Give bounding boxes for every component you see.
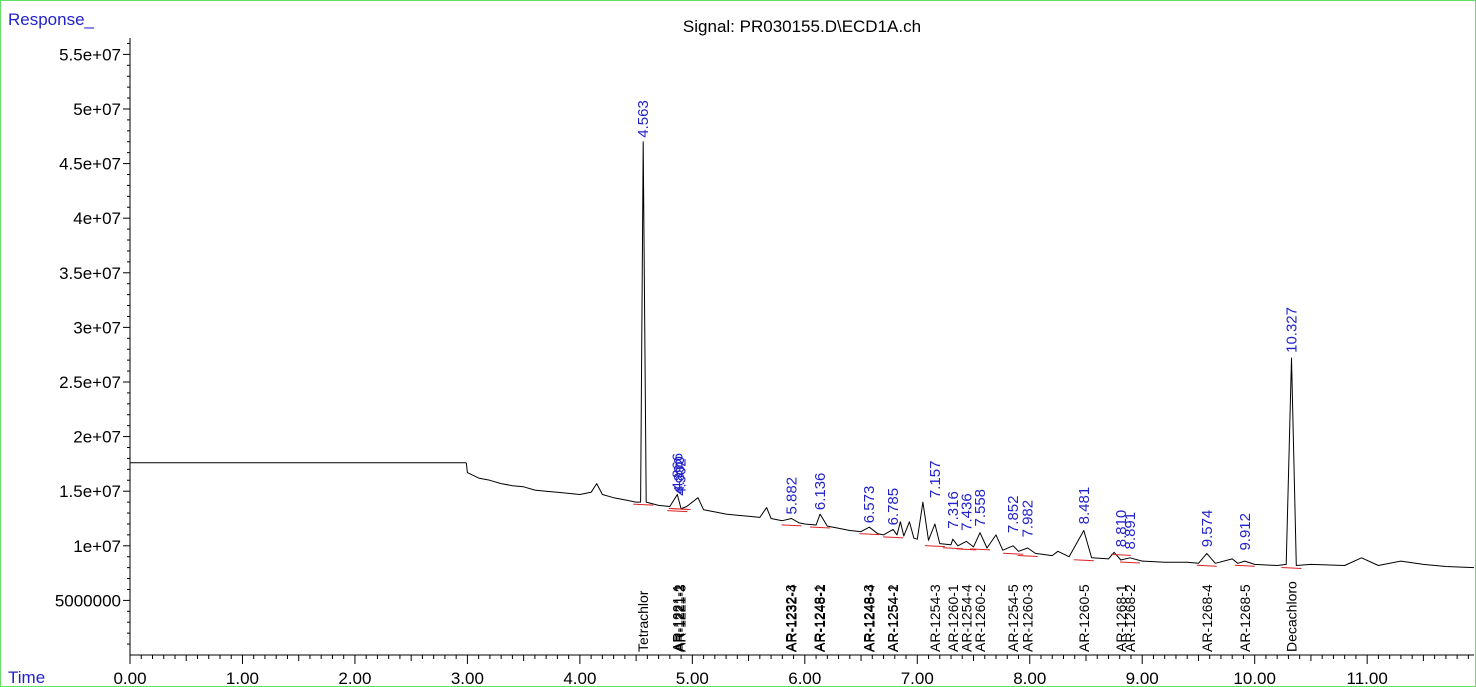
compound-name-label: AR-1232-4 [784, 584, 800, 652]
peak-retention-label: 6.573 [861, 486, 878, 524]
y-tick-label: 5000000 [55, 591, 121, 610]
peak-retention-label: 8.481 [1076, 487, 1093, 525]
peak-retention-label: 6.785 [885, 488, 902, 526]
integration-baseline [1234, 564, 1255, 567]
compound-name-label: AR-1260-2 [972, 584, 988, 652]
integration-baseline [810, 526, 831, 529]
integration-baseline [859, 533, 880, 536]
peak-retention-label: 8.810 [1113, 510, 1130, 548]
peak-retention-label: 7.558 [972, 489, 989, 527]
y-axis-ticks: 5000000 1e+07 1.5e+07 2e+07 2.5e+07 3e+07 3.5e… [55, 42, 130, 645]
integration-baseline [1073, 559, 1094, 562]
y-tick-label: 3.5e+07 [59, 264, 121, 283]
compound-name-label: AR-1254-4 [958, 584, 974, 652]
y-tick-label: 3e+07 [73, 318, 121, 337]
y-tick-label: 5.5e+07 [59, 45, 121, 64]
x-tick-label: 5.00 [676, 669, 709, 687]
x-tick-label: 7.00 [901, 669, 934, 687]
y-tick-label: 2e+07 [73, 428, 121, 447]
y-tick-label: 2.5e+07 [59, 373, 121, 392]
peak-retention-label: 7.157 [927, 461, 944, 499]
y-tick-label: 1.5e+07 [59, 482, 121, 501]
y-tick-label: 5e+07 [73, 100, 121, 119]
integration-baseline [781, 524, 802, 527]
integration-baseline [633, 503, 654, 506]
peak-retention-label: 7.436 [958, 493, 975, 531]
compound-name-label: Tetrachlor [635, 590, 651, 652]
peak-retention-label: 8.891 [1122, 512, 1139, 550]
compound-name-label: AR-1232-3 [783, 584, 799, 652]
peak-retention-label: 4.563 [635, 100, 652, 138]
compound-name-label: AR-1268-5 [1237, 584, 1253, 652]
compound-name-label: AR-1254-2 [885, 584, 901, 652]
x-tick-label: 11.00 [1347, 669, 1388, 687]
x-tick-label: 9.00 [1126, 669, 1159, 687]
compound-name-label: AR-1248-4 [861, 584, 877, 652]
integration-baseline [1196, 564, 1217, 567]
compound-name-label: AR-1221-2 [671, 584, 687, 652]
axes [129, 38, 1474, 656]
x-tick-label: 10.00 [1233, 669, 1276, 687]
x-tick-label: 0.00 [113, 669, 146, 687]
integration-baseline [670, 507, 691, 510]
x-axis-label: Time [8, 668, 45, 687]
compound-name-label: AR-1254-1 [885, 584, 901, 652]
chart-title: Signal: PR030155.D\ECD1A.ch [683, 17, 921, 36]
peak-retention-label: 7.982 [1020, 500, 1037, 538]
compound-name-label: AR-1254-5 [1005, 584, 1021, 652]
x-axis-ticks: 0.00 1.00 2.00 3.00 4.00 5.00 6.00 7.00 8.00 9.00… [113, 655, 1469, 687]
y-tick-label: 4.5e+07 [59, 155, 121, 174]
integration-baseline [1119, 561, 1140, 564]
integration-baseline [1281, 566, 1302, 569]
peak-retention-label: 5.882 [784, 477, 801, 515]
peak-retention-label: 9.574 [1199, 510, 1216, 548]
integration-baseline [1110, 553, 1131, 556]
integration-baseline [883, 536, 904, 539]
peak-retention-label: 7.852 [1005, 496, 1022, 534]
compound-name-label: AR-1221-3 [673, 584, 689, 652]
integration-baseline [970, 548, 991, 551]
compound-name-label: Decachloro [1283, 581, 1299, 652]
peak-retention-label: 10.327 [1283, 307, 1300, 353]
compound-name-label: AR-1248-2 [812, 584, 828, 652]
compound-name-label: AR-1254-3 [927, 584, 943, 652]
integration-baseline [956, 548, 977, 551]
x-tick-label: 2.00 [338, 669, 371, 687]
integration-baseline [667, 510, 688, 513]
compound-name-label: AR-1260-3 [1020, 584, 1036, 652]
integration-baseline [1017, 554, 1038, 557]
y-axis-label: Response_ [8, 10, 95, 29]
y-tick-label: 1e+07 [73, 537, 121, 556]
peak-retention-label: 9.912 [1237, 513, 1254, 551]
compound-name-label: AR-1221-1 [669, 584, 685, 652]
compound-name-label: AR-1260-1 [945, 584, 961, 652]
x-tick-label: 6.00 [788, 669, 821, 687]
peak-retention-label: 4.902 [673, 458, 690, 496]
y-tick-label: 4e+07 [73, 209, 121, 228]
compound-name-label: AR-1248-3 [861, 584, 877, 652]
compound-name-label: AR-1268-2 [1122, 584, 1138, 652]
compound-name-label: AR-1268-4 [1199, 584, 1215, 652]
integration-baseline [1003, 552, 1024, 555]
integration-baseline [924, 545, 945, 548]
compound-name-label: AR-1260-5 [1076, 584, 1092, 652]
x-tick-label: 4.00 [563, 669, 596, 687]
compound-name-label: AR-1268-1 [1113, 584, 1129, 652]
peak-retention-label: 4.890 [671, 456, 688, 494]
signal-trace [465, 141, 1475, 569]
compound-labels: Tetrachlor AR-1221-1AR-1221-2AR-1221-3 AR-… [635, 581, 1299, 652]
compound-name-label: AR-1248-1 [811, 584, 827, 652]
signal-trace-group [130, 141, 1475, 569]
x-tick-label: 8.00 [1013, 669, 1046, 687]
peak-retention-label: 7.316 [945, 491, 962, 529]
x-tick-label: 3.00 [451, 669, 484, 687]
peak-retention-label: 4.866 [669, 453, 686, 491]
x-tick-label: 1.00 [226, 669, 259, 687]
peak-retention-label: 6.136 [812, 473, 829, 511]
